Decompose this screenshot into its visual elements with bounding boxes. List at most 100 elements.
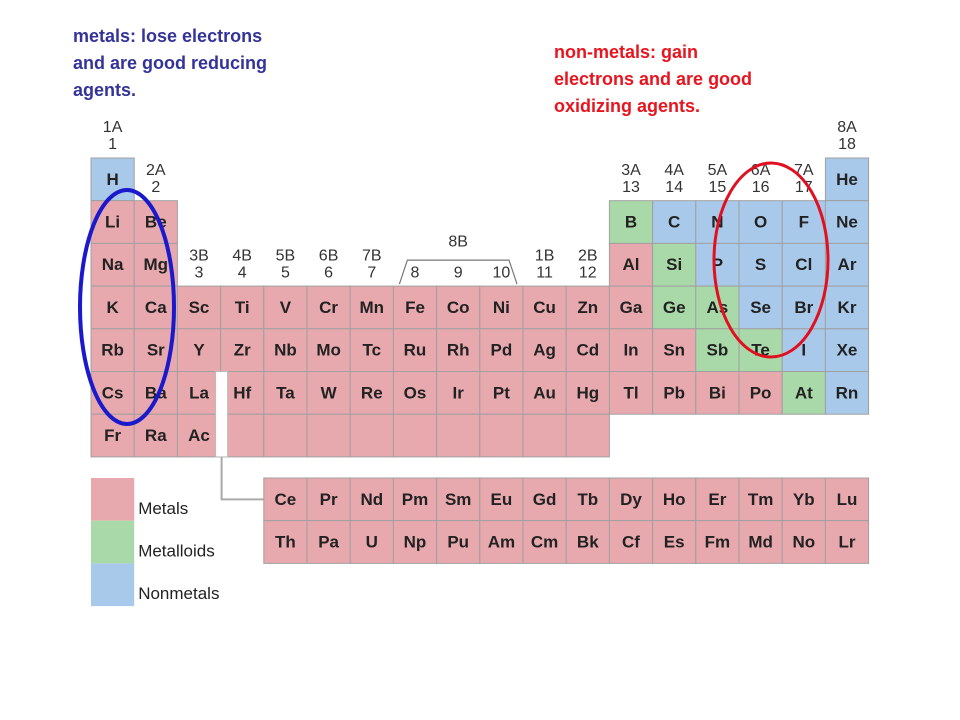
element-symbol: Ra xyxy=(145,426,167,445)
element-cell xyxy=(652,242,697,287)
element-cell xyxy=(781,371,826,415)
group-number: 6 xyxy=(324,264,333,281)
group-number: 15 xyxy=(709,179,727,196)
element-symbol: Ir xyxy=(453,383,465,402)
element-symbol: B xyxy=(625,213,637,232)
f-block-gap xyxy=(215,371,229,458)
element-symbol: Mn xyxy=(360,298,385,317)
element-symbol: Cl xyxy=(795,255,812,274)
legend-label: Metalloids xyxy=(138,542,215,561)
element-symbol: Kr xyxy=(838,298,857,317)
element-cell xyxy=(436,520,481,564)
element-cell xyxy=(90,242,135,287)
element-symbol: Cs xyxy=(102,383,124,402)
element-symbol: Ar xyxy=(838,255,857,274)
element-cell xyxy=(565,413,610,458)
element-cell xyxy=(522,413,567,458)
element-symbol: Dy xyxy=(620,490,642,509)
element-cell xyxy=(522,520,567,564)
element-cell xyxy=(176,285,222,330)
element-cell xyxy=(90,200,135,244)
element-cell xyxy=(608,477,654,522)
group-label: 3B xyxy=(189,247,209,264)
element-cell xyxy=(349,328,394,372)
nonmetals-highlight xyxy=(712,161,830,359)
element-cell xyxy=(738,242,783,287)
element-symbol: Th xyxy=(275,533,296,552)
element-symbol: Np xyxy=(404,533,427,552)
element-symbol: F xyxy=(799,213,809,232)
element-cell xyxy=(306,285,351,330)
element-cell xyxy=(695,242,740,287)
annotation-text: electrons and are good xyxy=(554,69,752,89)
element-symbol: Lu xyxy=(837,490,858,509)
element-cell xyxy=(392,328,438,372)
element-cell xyxy=(436,371,481,415)
element-symbol: Fe xyxy=(405,298,425,317)
element-cell xyxy=(781,477,826,522)
element-cell xyxy=(608,242,654,287)
element-symbol: Sc xyxy=(189,298,210,317)
legend-swatch xyxy=(91,478,135,521)
group-number: 3 xyxy=(195,264,204,281)
element-cell xyxy=(824,157,870,202)
element-cell xyxy=(176,371,222,415)
element-symbol: V xyxy=(280,298,292,317)
legend-swatch xyxy=(91,563,135,607)
group-number: 12 xyxy=(579,264,597,281)
element-symbol: Tb xyxy=(577,490,598,509)
element-cell xyxy=(392,477,438,522)
group-label: 2A xyxy=(146,162,166,179)
element-cell xyxy=(436,413,481,458)
element-symbol: Pr xyxy=(320,490,338,509)
element-cell xyxy=(695,477,740,522)
element-cell xyxy=(220,285,265,330)
element-symbol: Hg xyxy=(576,383,599,402)
group-label: 2B xyxy=(578,247,598,264)
element-symbol: H xyxy=(106,170,118,189)
element-cell xyxy=(738,371,783,415)
element-cell xyxy=(436,477,481,522)
element-cell xyxy=(522,328,567,372)
element-symbol: Rh xyxy=(447,341,470,360)
element-symbol: Ag xyxy=(533,341,556,360)
element-cell xyxy=(608,371,654,415)
group-number: 16 xyxy=(752,179,770,196)
metals-highlight xyxy=(78,188,176,426)
element-symbol: Pb xyxy=(663,383,685,402)
element-cell xyxy=(608,520,654,564)
element-symbol: U xyxy=(366,533,378,552)
group-label: 7A xyxy=(794,162,814,179)
element-symbol: At xyxy=(795,383,813,402)
element-cell xyxy=(349,285,394,330)
element-symbol: Au xyxy=(533,383,556,402)
element-symbol: Y xyxy=(193,341,205,360)
element-cell xyxy=(652,520,697,564)
element-symbol: O xyxy=(754,213,767,232)
element-cell xyxy=(133,413,178,458)
element-cell xyxy=(220,328,265,372)
element-cell xyxy=(263,520,308,564)
element-cell xyxy=(824,200,870,244)
element-cell xyxy=(565,520,610,564)
element-symbol: W xyxy=(321,383,338,402)
element-cell xyxy=(695,520,740,564)
element-cell xyxy=(738,520,783,564)
element-symbol: Ca xyxy=(145,298,167,317)
element-symbol: Ge xyxy=(663,298,686,317)
element-symbol: Al xyxy=(623,255,640,274)
group-label: 6B xyxy=(319,247,339,264)
group-number: 18 xyxy=(838,136,856,153)
element-symbol: Ni xyxy=(493,298,510,317)
element-cell xyxy=(349,371,394,415)
annotation-text: agents. xyxy=(73,80,136,100)
element-cell xyxy=(738,328,783,372)
legend-label: Metals xyxy=(138,499,188,518)
element-cell xyxy=(738,477,783,522)
f-block-connector xyxy=(220,456,264,501)
element-cell xyxy=(349,413,394,458)
element-cell xyxy=(263,413,308,458)
element-symbol: Ti xyxy=(235,298,250,317)
element-symbol: Pd xyxy=(491,341,513,360)
